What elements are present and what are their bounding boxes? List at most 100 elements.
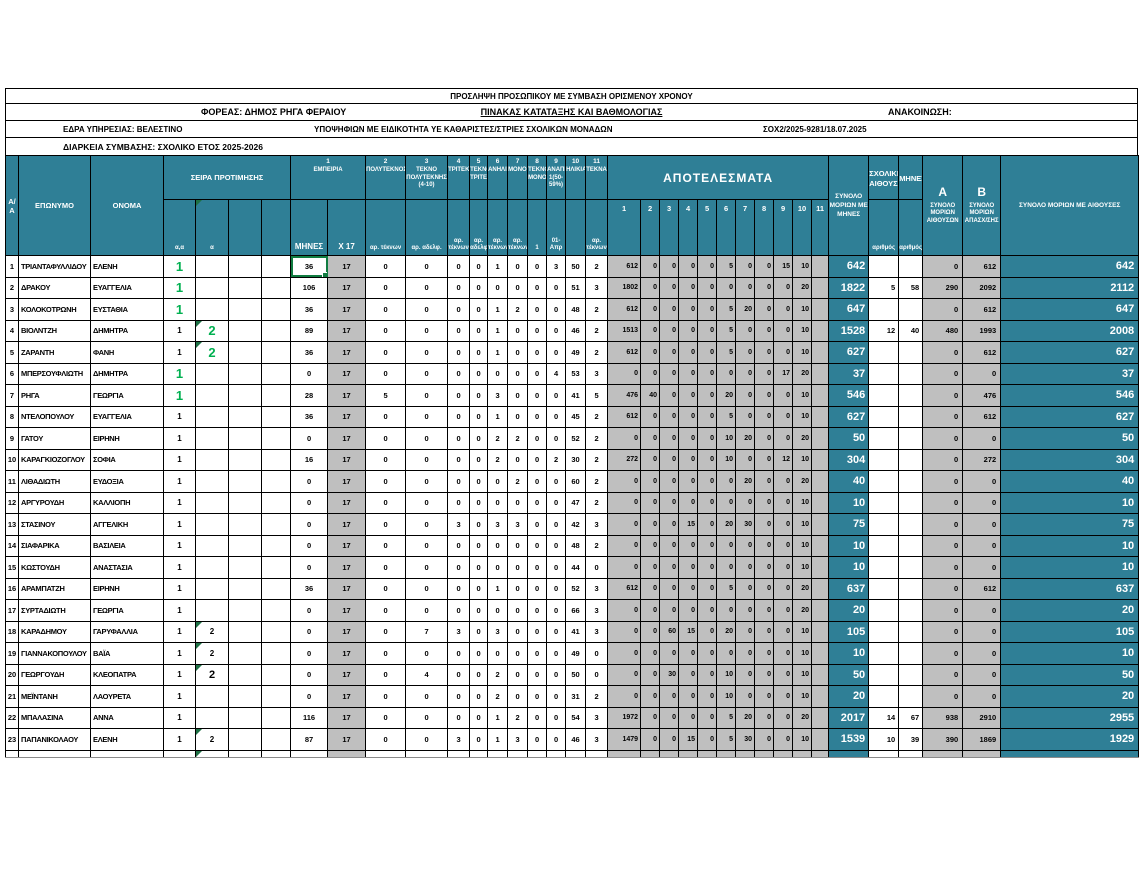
cell-result-1[interactable]: 1972 — [607, 706, 642, 729]
cell-result-7[interactable]: 0 — [735, 642, 756, 665]
cell-criterion-8[interactable]: 0 — [527, 556, 548, 579]
cell-surname[interactable]: ΚΑΡΑΓΚΙΟΖΟΓΛΟΥ — [18, 448, 91, 471]
cell-pref-4[interactable] — [260, 341, 292, 364]
cell-result-1[interactable]: 0 — [607, 620, 642, 643]
cell-criterion-2[interactable]: 0 — [365, 556, 407, 579]
cell-b-total-employment-points[interactable]: 2910 — [962, 706, 1002, 729]
cell-pref-2[interactable] — [195, 513, 229, 536]
cell-criterion-4[interactable]: 0 — [447, 685, 471, 708]
cell-criterion-9[interactable]: 3 — [546, 255, 567, 278]
cell-result-5[interactable]: 0 — [697, 362, 718, 385]
cell-criterion-5[interactable]: 0 — [469, 706, 489, 729]
column-header-criterion-11[interactable]: 11 ΤΕΚΝΑ — [585, 155, 609, 200]
cell-rooms-months[interactable] — [898, 427, 924, 450]
cell-criterion-11[interactable]: 2 — [585, 685, 609, 708]
cell-result-10[interactable]: 20 — [792, 362, 813, 385]
cell-criterion-4[interactable]: 0 — [447, 556, 471, 579]
cell-school-rooms[interactable] — [868, 362, 900, 385]
cell-total-with-months[interactable]: 642 — [828, 255, 870, 278]
cell-criterion-8[interactable]: 0 — [527, 319, 548, 342]
cell-criterion-3[interactable]: 0 — [405, 599, 449, 622]
cell-result-6[interactable]: 20 — [716, 513, 737, 536]
cell-pref-4[interactable] — [260, 577, 292, 600]
cell-result-7[interactable]: 0 — [735, 663, 756, 686]
cell-total-with-months[interactable]: 637 — [828, 577, 870, 600]
column-header-criterion-8[interactable]: 8ΤΕΚΝΟ ΜΟΝΟΓΟΝΕΙΚΗΣ — [527, 155, 548, 200]
cell-result-5[interactable]: 0 — [697, 513, 718, 536]
cell-rooms-months[interactable] — [898, 384, 924, 407]
cell-rooms-months[interactable] — [898, 405, 924, 428]
cell-criterion-11[interactable]: 3 — [585, 362, 609, 385]
cell-total-with-months[interactable]: 50 — [828, 427, 870, 450]
cell-pref-2[interactable] — [195, 384, 229, 407]
cell-first-name[interactable]: ΕΙΡΗΝΗ — [90, 427, 164, 450]
cell-partial[interactable] — [327, 749, 367, 758]
cell-result-6[interactable]: 5 — [716, 319, 737, 342]
cell-criterion-11[interactable]: 3 — [585, 728, 609, 751]
cell-pref-4[interactable] — [260, 642, 292, 665]
cell-school-rooms[interactable] — [868, 255, 900, 278]
cell-surname[interactable]: ΑΡΓΥΡΟΥΔΗ — [18, 491, 91, 514]
cell-criterion-5[interactable]: 0 — [469, 620, 489, 643]
cell-result-3[interactable]: 0 — [659, 728, 680, 751]
cell-criterion-7[interactable]: 2 — [507, 298, 529, 321]
cell-result-11[interactable] — [811, 362, 830, 385]
cell-rooms-months[interactable] — [898, 362, 924, 385]
column-header-criterion-4[interactable]: 4ΤΡΙΤΕΚΝΟΣ — [447, 155, 471, 200]
cell-result-4[interactable]: 15 — [678, 728, 699, 751]
cell-pref-3[interactable] — [228, 255, 262, 278]
cell-a-total-rooms-points[interactable]: 0 — [922, 599, 964, 622]
cell-final-total[interactable]: 627 — [1000, 405, 1140, 428]
cell-criterion-4[interactable]: 0 — [447, 362, 471, 385]
cell-row-number[interactable]: 7 — [5, 384, 19, 407]
cell-criterion-6[interactable]: 0 — [487, 556, 509, 579]
subheader-criterion-6[interactable]: αρ. τέκνων — [487, 199, 509, 256]
cell-result-7[interactable]: 0 — [735, 319, 756, 342]
cell-result-11[interactable] — [811, 384, 830, 407]
cell-b-total-employment-points[interactable]: 0 — [962, 642, 1002, 665]
column-header-criterion-10[interactable]: 10 ΗΛΙΚΙΑ — [565, 155, 587, 200]
cell-result-2[interactable]: 0 — [640, 255, 661, 278]
cell-result-5[interactable]: 0 — [697, 384, 718, 407]
cell-pref-1[interactable]: 1 — [163, 448, 196, 471]
cell-result-11[interactable] — [811, 663, 830, 686]
cell-criterion-3[interactable]: 0 — [405, 577, 449, 600]
cell-result-8[interactable]: 0 — [754, 663, 775, 686]
cell-result-7[interactable]: 20 — [735, 470, 756, 493]
cell-result-5[interactable]: 0 — [697, 491, 718, 514]
cell-partial[interactable] — [659, 749, 680, 758]
cell-result-4[interactable]: 0 — [678, 642, 699, 665]
cell-criterion-9[interactable]: 0 — [546, 642, 567, 665]
cell-criterion-11[interactable]: 2 — [585, 255, 609, 278]
cell-first-name[interactable]: ΛΑΟΥΡΕΤΑ — [90, 685, 164, 708]
cell-total-with-months[interactable]: 10 — [828, 556, 870, 579]
cell-result-5[interactable]: 0 — [697, 276, 718, 299]
cell-criterion-11[interactable]: 2 — [585, 341, 609, 364]
cell-rooms-months[interactable] — [898, 642, 924, 665]
cell-result-4[interactable]: 0 — [678, 384, 699, 407]
cell-result-6[interactable]: 5 — [716, 298, 737, 321]
cell-school-rooms[interactable] — [868, 534, 900, 557]
cell-result-4[interactable]: 0 — [678, 577, 699, 600]
cell-result-6[interactable]: 5 — [716, 577, 737, 600]
cell-result-11[interactable] — [811, 534, 830, 557]
cell-result-8[interactable]: 0 — [754, 470, 775, 493]
cell-pref-3[interactable] — [228, 448, 262, 471]
cell-school-rooms[interactable] — [868, 491, 900, 514]
cell-total-with-months[interactable]: 1539 — [828, 728, 870, 751]
cell-criterion-5[interactable]: 0 — [469, 663, 489, 686]
cell-experience-months[interactable]: 0 — [290, 663, 329, 686]
cell-result-4[interactable]: 0 — [678, 319, 699, 342]
cell-a-total-rooms-points[interactable]: 0 — [922, 362, 964, 385]
cell-criterion-2[interactable]: 0 — [365, 577, 407, 600]
cell-criterion-9[interactable]: 0 — [546, 620, 567, 643]
cell-first-name[interactable]: ΓΑΡΥΦΑΛΛΙΑ — [90, 620, 164, 643]
cell-result-2[interactable]: 0 — [640, 362, 661, 385]
cell-surname[interactable]: ΤΡΙΑΝΤΑΦΥΛΛΙΔΟΥ — [18, 255, 91, 278]
cell-rooms-months[interactable]: 67 — [898, 706, 924, 729]
cell-criterion-9[interactable]: 0 — [546, 341, 567, 364]
cell-result-8[interactable]: 0 — [754, 491, 775, 514]
cell-pref-4[interactable] — [260, 663, 292, 686]
cell-criterion-11[interactable]: 2 — [585, 298, 609, 321]
cell-b-total-employment-points[interactable]: 0 — [962, 427, 1002, 450]
